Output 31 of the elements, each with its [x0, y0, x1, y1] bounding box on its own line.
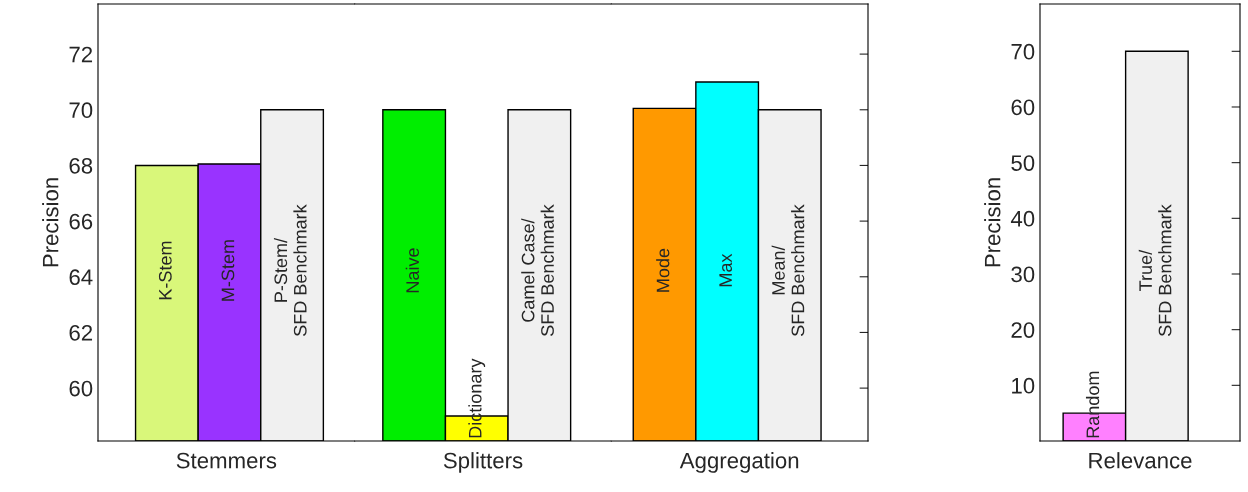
y-tick-label: 68 [69, 157, 93, 174]
y-tick-label: 70 [1011, 43, 1035, 60]
y-tick-label: 20 [1011, 322, 1035, 338]
x-axis-title: Relevance [1089, 452, 1192, 469]
x-axis-title: Aggregation [679, 452, 799, 473]
x-tick-label: Dictionary [468, 358, 486, 438]
x-tick-label: Mean/ SFD Benchmark [771, 204, 805, 336]
y-tick-label: 50 [1011, 155, 1035, 171]
x-tick-label: Naive [405, 248, 419, 293]
x-axis-title: Stemmers [176, 452, 277, 469]
y-tick-label: 30 [1011, 266, 1035, 283]
y-tick-label: 70 [69, 102, 93, 119]
y-axis-title: Precision [984, 178, 1001, 267]
y-tick-label: 60 [69, 380, 93, 397]
x-tick-label: P-Stem/ SFD Benchmark [273, 204, 307, 336]
y-tick-label: 10 [1012, 377, 1035, 394]
x-tick-label: Camel Case/ SFD Benchmark [521, 204, 554, 336]
x-tick-label: True/ SFD Benchmark [1138, 204, 1172, 336]
x-tick-label: Random [1085, 371, 1100, 438]
x-tick-label: K-Stem [158, 241, 172, 300]
y-tick-label: 64 [69, 269, 93, 286]
y-tick-label: 60 [1011, 99, 1035, 116]
y-tick-label: 66 [69, 213, 93, 230]
y-tick-label: 72 [69, 46, 93, 63]
y-tick-label: 40 [1010, 210, 1035, 227]
x-tick-label: M-Stem [221, 240, 235, 301]
x-tick-label: Mode [656, 248, 670, 292]
y-tick-label: 62 [69, 324, 93, 341]
x-tick-label: Max [719, 253, 732, 287]
y-axis-title: Precision [42, 178, 59, 267]
x-axis-title: Splitters [443, 452, 523, 473]
